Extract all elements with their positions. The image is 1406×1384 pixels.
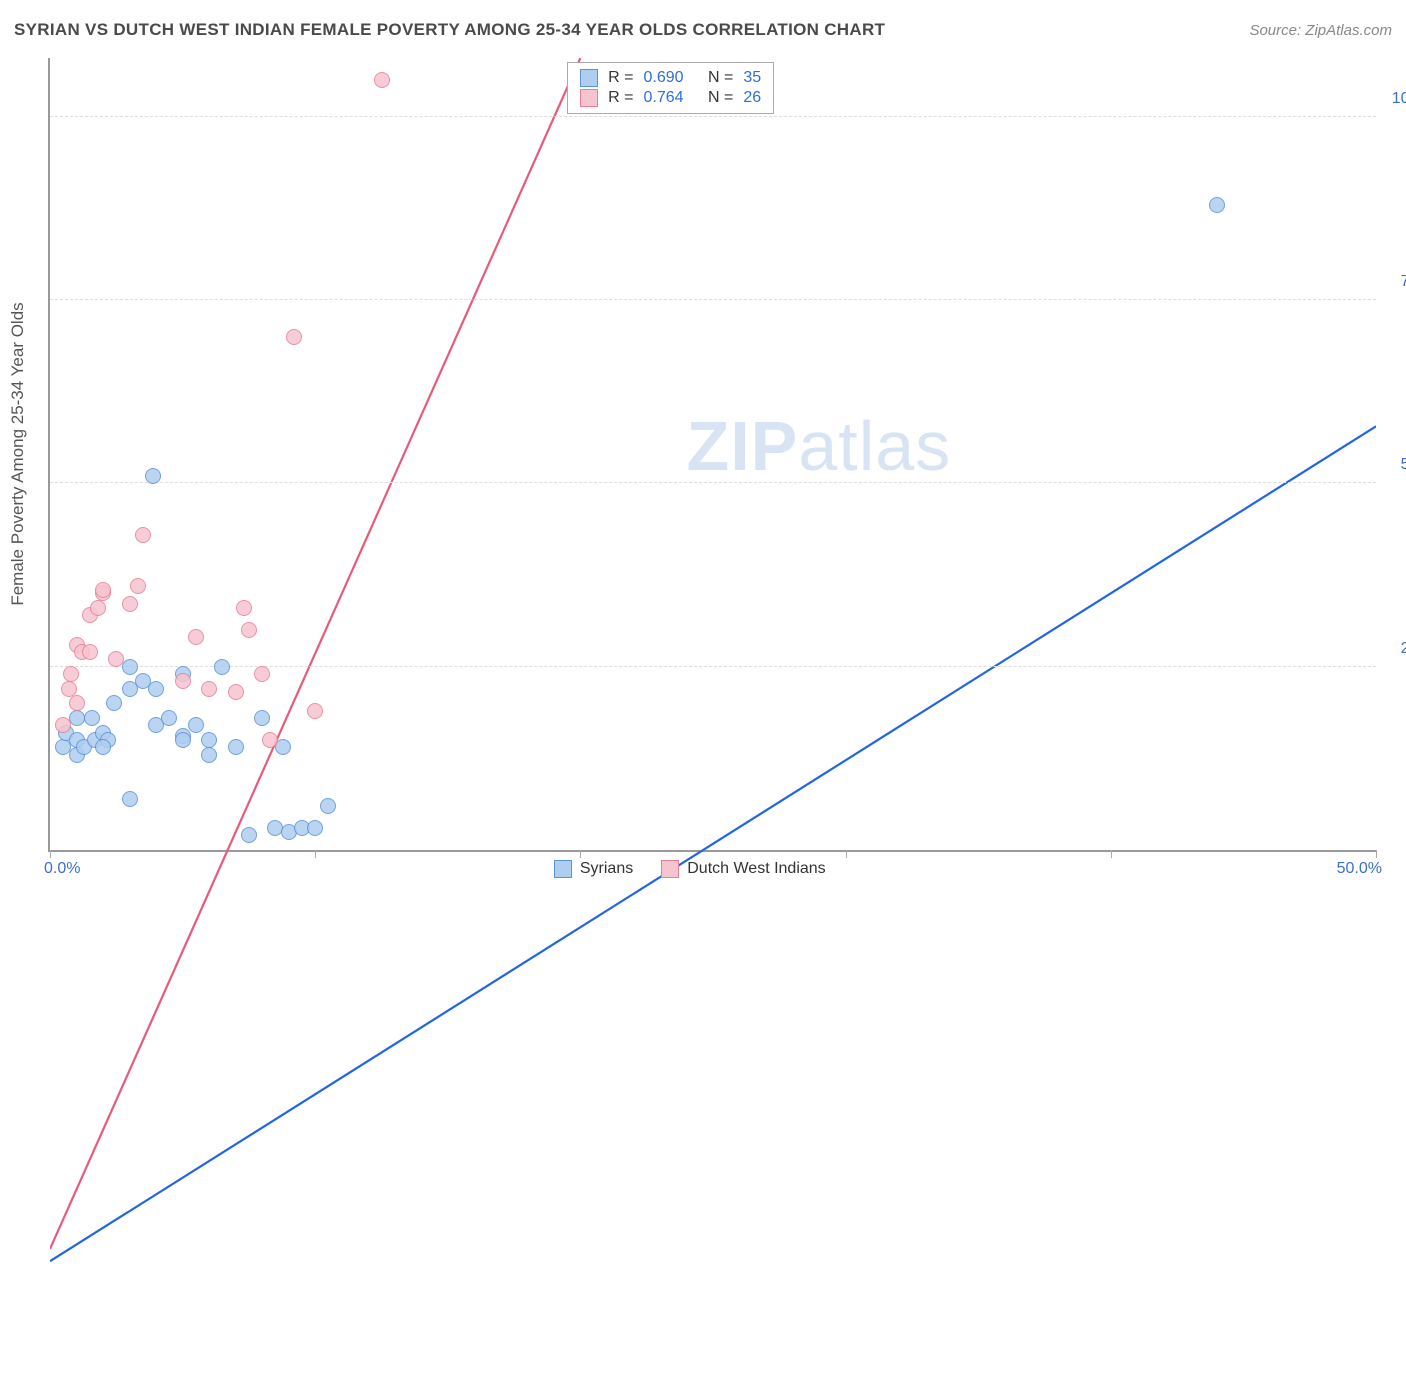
data-point — [228, 684, 244, 700]
data-point — [82, 644, 98, 660]
data-point — [84, 710, 100, 726]
data-point — [1209, 197, 1225, 213]
gridline — [50, 116, 1376, 117]
watermark: ZIPatlas — [686, 406, 951, 486]
swatch-series-2b — [661, 860, 679, 878]
legend-stats-row-2: R = 0.764 N = 26 — [580, 88, 761, 108]
data-point — [108, 651, 124, 667]
data-point — [145, 468, 161, 484]
data-point — [106, 695, 122, 711]
data-point — [254, 666, 270, 682]
legend-label-2: Dutch West Indians — [687, 860, 825, 878]
gridline — [50, 482, 1376, 483]
data-point — [122, 596, 138, 612]
data-point — [55, 717, 71, 733]
trend-lines — [50, 58, 1376, 1384]
data-point — [286, 329, 302, 345]
legend-item-1: Syrians — [554, 860, 633, 878]
y-tick-label: 100.0% — [1392, 90, 1406, 108]
data-point — [63, 666, 79, 682]
n-value-1: 35 — [743, 69, 761, 87]
x-tick — [580, 850, 581, 858]
r-value-1: 0.690 — [643, 69, 683, 87]
chart-title: SYRIAN VS DUTCH WEST INDIAN FEMALE POVER… — [14, 20, 885, 40]
data-point — [175, 732, 191, 748]
x-tick — [315, 850, 316, 858]
x-tick — [1111, 850, 1112, 858]
data-point — [307, 820, 323, 836]
data-point — [262, 732, 278, 748]
y-tick-label: 75.0% — [1401, 273, 1406, 291]
n-value-2: 26 — [743, 89, 761, 107]
legend-item-2: Dutch West Indians — [661, 860, 825, 878]
swatch-series-1b — [554, 860, 572, 878]
legend-bottom: Syrians Dutch West Indians — [554, 860, 826, 878]
data-point — [122, 791, 138, 807]
r-value-2: 0.764 — [643, 89, 683, 107]
data-point — [175, 673, 191, 689]
data-point — [241, 827, 257, 843]
data-point — [228, 739, 244, 755]
data-point — [61, 681, 77, 697]
x-tick — [846, 850, 847, 858]
data-point — [95, 582, 111, 598]
data-point — [90, 600, 106, 616]
swatch-series-2 — [580, 89, 598, 107]
data-point — [236, 600, 252, 616]
data-point — [201, 747, 217, 763]
y-tick-label: 25.0% — [1401, 640, 1406, 658]
data-point — [148, 681, 164, 697]
data-point — [214, 659, 230, 675]
x-tick — [1376, 850, 1377, 858]
data-point — [201, 732, 217, 748]
chart-area: Female Poverty Among 25-34 Year Olds ZIP… — [48, 58, 1376, 852]
plot-region: Female Poverty Among 25-34 Year Olds ZIP… — [48, 58, 1376, 852]
data-point — [130, 578, 146, 594]
swatch-series-1 — [580, 69, 598, 87]
source-label: Source: ZipAtlas.com — [1249, 22, 1392, 39]
data-point — [307, 703, 323, 719]
x-end-label: 50.0% — [1337, 860, 1382, 878]
y-axis-label: Female Poverty Among 25-34 Year Olds — [8, 302, 28, 605]
data-point — [188, 717, 204, 733]
x-tick — [50, 850, 51, 858]
x-origin-label: 0.0% — [44, 860, 80, 878]
data-point — [161, 710, 177, 726]
gridline — [50, 299, 1376, 300]
data-point — [241, 622, 257, 638]
n-label-1: N = — [708, 69, 733, 87]
data-point — [95, 739, 111, 755]
data-point — [374, 72, 390, 88]
r-label-1: R = — [608, 69, 633, 87]
r-label-2: R = — [608, 89, 633, 107]
legend-stats-row-1: R = 0.690 N = 35 — [580, 68, 761, 88]
data-point — [254, 710, 270, 726]
data-point — [69, 695, 85, 711]
n-label-2: N = — [708, 89, 733, 107]
data-point — [201, 681, 217, 697]
y-tick-label: 50.0% — [1401, 456, 1406, 474]
gridline — [50, 666, 1376, 667]
legend-label-1: Syrians — [580, 860, 633, 878]
legend-stats-box: R = 0.690 N = 35 R = 0.764 N = 26 — [567, 62, 774, 114]
data-point — [320, 798, 336, 814]
data-point — [135, 527, 151, 543]
data-point — [188, 629, 204, 645]
